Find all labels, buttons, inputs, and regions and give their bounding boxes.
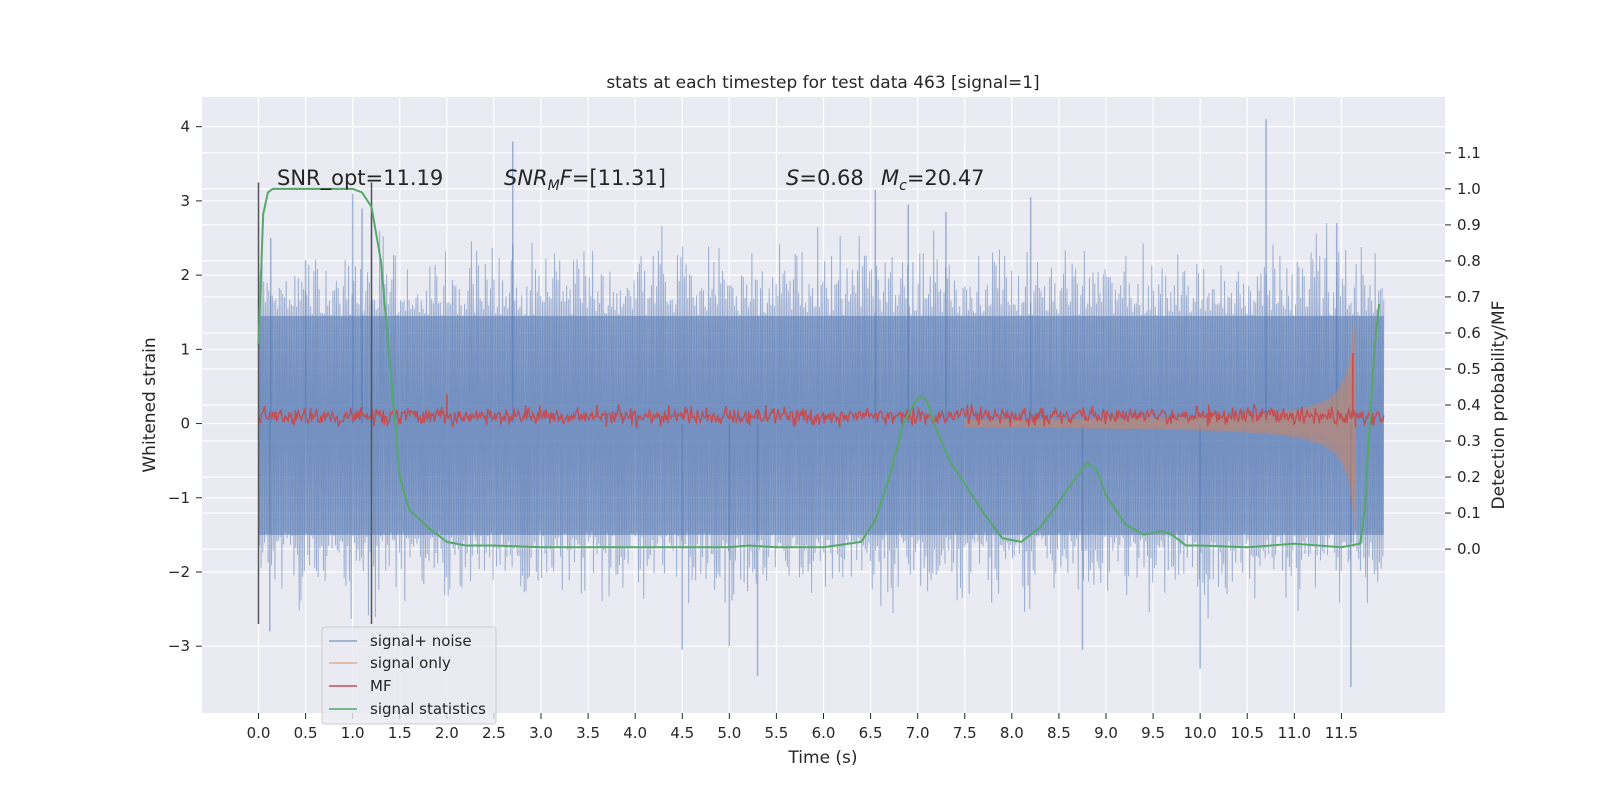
series-mf [257, 353, 1385, 430]
x-tick-label: 6.5 [859, 724, 883, 742]
x-tick-label: 5.0 [717, 724, 741, 742]
x-tick-label: 5.5 [764, 724, 788, 742]
legend-frame [321, 626, 497, 725]
s-value: =0.68 [799, 166, 863, 190]
x-tick-label: 1.0 [341, 724, 365, 742]
x-tick-label: 11.5 [1325, 724, 1358, 742]
x-tick-label: 4.5 [670, 724, 694, 742]
x-tick-label: 10.0 [1183, 724, 1216, 742]
mc-value: =20.47 [907, 166, 985, 190]
snr-mf-symbol-f: F [560, 166, 573, 190]
series-signal-statistics [257, 187, 1381, 549]
y-right-tick-label: 0.9 [1457, 216, 1481, 234]
y-axis-label: Whitened strain [140, 337, 160, 472]
y-tick-label: 1 [180, 340, 190, 358]
annotation-snr-opt: SNR_opt=11.19 [277, 166, 443, 191]
y-tick-label: 3 [180, 192, 190, 210]
y-tick-label: 2 [180, 266, 190, 284]
x-tick-label: 7.5 [953, 724, 977, 742]
x-tick-label: 6.0 [812, 724, 836, 742]
snr-mf-value: =[11.31] [572, 166, 666, 190]
x-tick-label: 7.0 [906, 724, 930, 742]
x-tick-label: 4.0 [623, 724, 647, 742]
y-right-tick-label: 1.1 [1457, 144, 1481, 162]
x-tick-label: 8.0 [1000, 724, 1024, 742]
annotation-mc: Mc=20.47 [881, 166, 985, 194]
chart-title: stats at each timestep for test data 463… [606, 73, 1039, 93]
x-tick-label: 0.0 [247, 724, 271, 742]
x-axis-ticks: 0.0 0.5 1.0 1.5 2.0 2.5 3.0 3.5 4.0 4.5 5.0 5.5 6.0 6… [247, 713, 1358, 742]
snr-mf-symbol: SNR [504, 166, 548, 190]
legend-label-signal-noise: signal+ noise [370, 632, 472, 650]
y-tick-label: 4 [180, 118, 190, 136]
mf-trace [257, 403, 1385, 430]
x-tick-label: 9.0 [1094, 724, 1118, 742]
y-axis-right-ticks: 0.0 0.1 0.2 0.3 0.4 0.5 0.6 0.7 0.8 0.9 1.0 1.1 [1445, 144, 1481, 558]
x-tick-label: 3.5 [576, 724, 600, 742]
y-right-tick-label: 1.0 [1457, 180, 1481, 198]
x-tick-label: 8.5 [1047, 724, 1071, 742]
x-axis-label: Time (s) [787, 748, 857, 768]
vertical-markers [257, 182, 373, 624]
snr-mf-subscript-m: M [548, 178, 560, 194]
x-tick-label: 11.0 [1278, 724, 1311, 742]
x-tick-label: 1.5 [388, 724, 412, 742]
y-right-tick-label: 0.7 [1457, 288, 1481, 306]
annotation-snr-mf: SNRMF=[11.31] [504, 166, 666, 194]
y-right-tick-label: 0.0 [1457, 540, 1481, 558]
y-right-tick-label: 0.5 [1457, 360, 1481, 378]
y-right-tick-label: 0.8 [1457, 252, 1481, 270]
legend-label-signal-statistics: signal statistics [370, 700, 486, 718]
legend-label-signal-only: signal only [370, 654, 451, 672]
y-tick-label: −1 [168, 489, 190, 507]
legend: signal+ noise signal only MF signal stat… [321, 626, 497, 725]
x-tick-label: 3.0 [529, 724, 553, 742]
y-tick-label: −2 [168, 563, 190, 581]
y-right-tick-label: 0.2 [1457, 468, 1481, 486]
x-tick-label: 9.5 [1141, 724, 1165, 742]
signal-statistics-line [257, 187, 1381, 549]
s-symbol: S [786, 166, 799, 190]
x-tick-label: 0.5 [294, 724, 318, 742]
legend-label-mf: MF [370, 677, 392, 695]
x-tick-label: 2.5 [482, 724, 506, 742]
y-axis-ticks: −3 −2 −1 0 1 2 3 4 [168, 118, 202, 655]
y-tick-label: 0 [180, 415, 190, 433]
y-axis-right-label: Detection probability/MF [1489, 301, 1509, 510]
x-tick-label: 2.0 [435, 724, 459, 742]
plot-area [257, 119, 1385, 688]
y-right-tick-label: 0.1 [1457, 504, 1481, 522]
y-right-tick-label: 0.3 [1457, 432, 1481, 450]
y-right-tick-label: 0.6 [1457, 324, 1481, 342]
x-tick-label: 10.5 [1231, 724, 1264, 742]
mc-symbol: M [881, 166, 899, 190]
y-right-tick-label: 0.4 [1457, 396, 1481, 414]
y-tick-label: −3 [168, 637, 190, 655]
mc-subscript: c [899, 178, 907, 194]
annotation-s: S=0.68 [786, 166, 864, 190]
